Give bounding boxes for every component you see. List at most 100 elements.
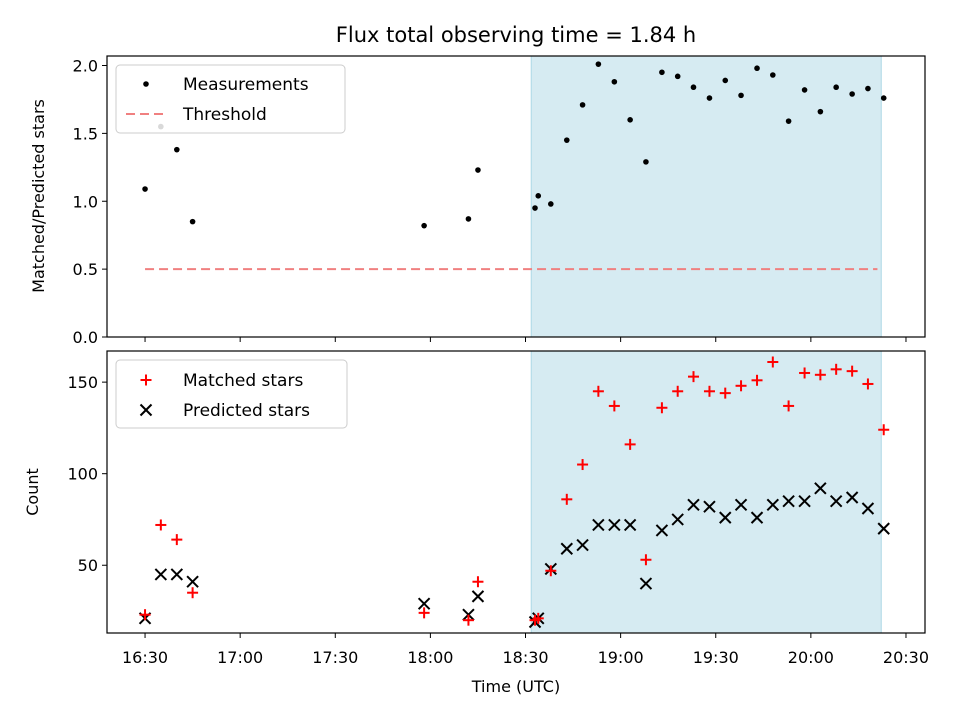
measurement-point: [706, 95, 713, 101]
predicted-star-point: [877, 522, 890, 535]
predicted-star-point: [417, 597, 431, 610]
predicted-star-point: [861, 502, 875, 515]
matched-star-point: [846, 365, 858, 377]
predicted-star-point: [829, 494, 843, 508]
matched-star-point: [687, 371, 699, 383]
predicted-star-point: [782, 494, 795, 508]
bottom-legend-box: [115, 359, 348, 429]
matched-star-point: [751, 374, 763, 386]
flux-ratio-panel: 0.0 0.5 1.0 1.5 2.0 Measurements Threshold: [73, 55, 926, 347]
measurement-point: [189, 218, 196, 225]
predicted-star-point: [639, 577, 653, 590]
y-tick-label: 150: [67, 373, 98, 392]
matched-star-point: [608, 400, 620, 412]
top-y-axis-label: Matched/Predicted stars: [29, 99, 48, 293]
matched-star-point: [592, 385, 604, 397]
predicted-star-point: [576, 538, 589, 552]
bottom-y-axis-label: Count: [23, 468, 42, 516]
matched-star-point: [624, 438, 636, 450]
measurement-point: [817, 108, 824, 115]
measurement-point: [611, 78, 618, 85]
legend-matched-label: Matched stars: [183, 371, 303, 391]
measurement-point: [142, 186, 148, 192]
predicted-star-point: [703, 500, 716, 513]
matched-star-point: [561, 493, 573, 505]
x-tick-label: 20:00: [788, 648, 834, 667]
measurement-point: [770, 72, 776, 78]
predicted-star-point: [719, 511, 732, 524]
predicted-star-point: [687, 498, 700, 512]
x-axis-label: Time (UTC): [471, 677, 560, 696]
matched-star-point: [830, 363, 842, 375]
predicted-star-point: [592, 518, 605, 532]
matched-star-point: [187, 587, 199, 599]
predicted-star-point: [814, 482, 827, 495]
measurement-point: [690, 84, 697, 91]
y-tick-label: 1.5: [73, 124, 98, 143]
predicted-star-point: [734, 498, 748, 512]
measurement-point: [532, 205, 538, 211]
predicted-star-point: [471, 590, 485, 603]
predicted-star-point: [623, 518, 637, 532]
x-tick-label: 16:30: [122, 648, 168, 667]
predicted-star-point: [608, 518, 621, 532]
predicted-star-point: [186, 575, 199, 588]
x-tick-label: 18:00: [407, 648, 453, 667]
chart-title: Flux total observing time = 1.84 h: [336, 23, 696, 47]
matched-star-point: [862, 378, 874, 390]
predicted-star-point: [170, 568, 184, 581]
matched-star-point: [532, 612, 544, 624]
legend-measurements-label: Measurements: [183, 75, 309, 95]
x-tick-label: 19:00: [598, 648, 644, 667]
matched-star-point: [155, 519, 167, 531]
y-tick-label: 2.0: [73, 57, 98, 76]
measurement-point: [535, 193, 542, 199]
measurement-point: [722, 77, 729, 84]
matched-star-point: [139, 609, 151, 621]
y-tick-label: 50: [78, 556, 98, 575]
measurement-point: [643, 159, 649, 165]
measurement-point: [865, 85, 871, 92]
matched-star-point: [719, 387, 731, 399]
measurement-point: [801, 87, 808, 93]
matched-star-point: [672, 385, 684, 397]
predicted-star-point: [766, 498, 780, 512]
measurement-point: [475, 167, 481, 173]
measurement-point: [563, 137, 570, 143]
matched-star-point: [418, 607, 430, 619]
matched-star-point: [640, 554, 652, 566]
measurement-point: [659, 69, 665, 76]
x-tick-label: 17:30: [312, 648, 358, 667]
highlight-span: [530, 55, 882, 338]
top-plot-frame: [106, 55, 926, 338]
legend-matched-marker: [140, 374, 152, 386]
measurement-point: [595, 61, 602, 67]
legend-predicted-label: Predicted stars: [183, 401, 310, 421]
x-tick-label: 19:30: [693, 648, 739, 667]
matched-star-point: [735, 380, 747, 392]
matched-star-point: [703, 385, 715, 397]
measurement-point: [674, 73, 681, 80]
matched-star-point: [767, 356, 779, 368]
measurement-point: [754, 65, 760, 72]
measurement-point: [880, 95, 887, 101]
matched-star-point: [656, 402, 668, 414]
x-tick-label: 20:30: [883, 648, 929, 667]
predicted-star-point: [655, 524, 669, 537]
matched-star-point: [878, 424, 890, 436]
top-legend: Measurements Threshold: [115, 64, 346, 134]
matched-star-point: [472, 576, 484, 588]
legend-predicted-marker: [139, 403, 153, 417]
matched-star-point: [462, 614, 474, 626]
star-count-panel: 50 100 150 16:30 17:00 17:30 18:00 18:30 19:00 19…: [67, 350, 929, 667]
legend-measurements-marker: [143, 81, 149, 87]
measurement-point: [849, 91, 855, 97]
matched-star-point: [171, 534, 183, 546]
highlight-span: [530, 350, 882, 634]
measurement-point: [174, 146, 180, 153]
measurement-point: [579, 102, 586, 108]
y-tick-label: 0.0: [73, 328, 98, 347]
predicted-star-point: [671, 513, 684, 526]
predicted-star-point: [845, 491, 859, 504]
